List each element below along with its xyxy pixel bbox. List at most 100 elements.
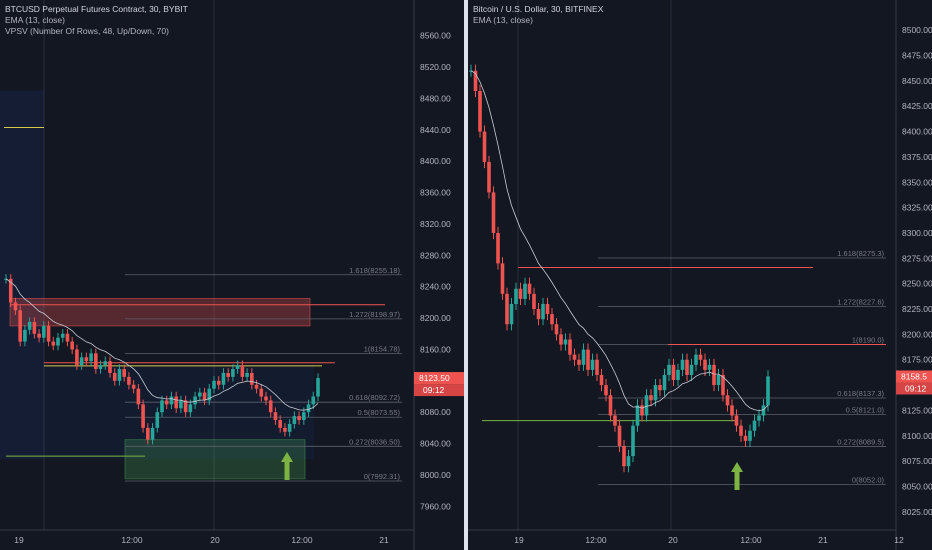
candle-body [231, 369, 235, 377]
left-vpsv-indicator[interactable]: VPSV (Number Of Rows, 48, Up/Down, 70) [5, 26, 169, 36]
x-tick-label: 21 [818, 535, 828, 545]
x-tick-label: 12:00 [585, 535, 607, 545]
candle-body [523, 283, 527, 299]
candle-body [131, 384, 136, 389]
candle-body [13, 302, 18, 311]
candle-body [473, 70, 478, 91]
right-ema-indicator[interactable]: EMA (13, close) [473, 15, 533, 25]
y-tick-label: 7960.00 [420, 501, 451, 511]
candle-body [563, 339, 568, 345]
candle-body [56, 337, 60, 346]
candle-body [509, 303, 514, 325]
candle-body [631, 425, 635, 457]
candle-body [245, 372, 249, 377]
y-tick-label: 8100.00 [902, 431, 932, 441]
candle-body [626, 456, 631, 467]
countdown-label: 09:12 [905, 383, 927, 393]
candle-body [559, 334, 563, 345]
candle-body [581, 349, 586, 365]
candle-body [127, 376, 131, 385]
candle-body [613, 415, 617, 426]
candle-body [27, 321, 32, 330]
candle-body [98, 365, 103, 370]
candle-body [60, 333, 65, 338]
left-chart-pane[interactable]: 8560.00 8520.00 8480.00 8440.00 8400.00 8360.… [0, 0, 464, 550]
y-tick-label: 8440.00 [420, 125, 451, 135]
candle-body [221, 372, 226, 385]
x-tick-label: 19 [514, 535, 524, 545]
candle-body [500, 263, 505, 294]
countdown-badge [896, 382, 932, 395]
pane-divider[interactable] [464, 0, 468, 550]
red-resistance-zone [9, 297, 311, 327]
candle-body [734, 415, 739, 426]
candle-body [46, 325, 51, 342]
candle-body [212, 380, 216, 389]
candle-body [32, 321, 37, 334]
y-tick-label: 8200.00 [420, 313, 451, 323]
x-tick-label: 20 [210, 535, 220, 545]
candle-body [160, 400, 164, 413]
candle-body [514, 288, 518, 304]
candle-body [527, 283, 532, 294]
candle-body [311, 396, 316, 405]
candle-body [79, 357, 84, 366]
x-tick-label: 20 [668, 535, 678, 545]
candle-body [316, 378, 320, 397]
left-chart-canvas[interactable]: 8560.00 8520.00 8480.00 8440.00 8400.00 8360.… [0, 0, 464, 550]
candle-body [757, 415, 761, 421]
x-tick-label: 12:00 [740, 535, 762, 545]
candle-body [198, 392, 202, 397]
candle-body [599, 374, 604, 386]
candle-body [586, 349, 590, 370]
candle-body [207, 388, 212, 401]
x-tick-label: 21 [379, 535, 389, 545]
ema-line [470, 70, 769, 412]
candle-body [202, 392, 207, 401]
right-chart-pane[interactable]: 8500.00 8475.00 8450.00 8425.00 8400.00 8375.… [468, 0, 932, 550]
fib-level-label: 1(8154.78) [364, 345, 401, 354]
candle-body [703, 359, 707, 370]
candle-body [94, 353, 98, 370]
candle-body [150, 427, 155, 440]
candle-body [491, 192, 496, 233]
countdown-label: 09:12 [423, 385, 445, 395]
candle-body [183, 400, 188, 413]
fib-level-label: 0.5(8073.55) [357, 408, 400, 417]
candle-body [302, 412, 306, 421]
candle-body [235, 365, 240, 370]
y-tick-label: 8400.00 [902, 127, 932, 137]
y-tick-label: 8325.00 [902, 203, 932, 213]
y-tick-label: 8025.00 [902, 507, 932, 517]
x-tick-label: 12 [894, 535, 904, 545]
candle-body [604, 385, 608, 396]
y-tick-label: 8175.00 [902, 355, 932, 365]
left-ema-indicator[interactable]: EMA (13, close) [5, 15, 65, 25]
fib-level-label: 0(7992.31) [364, 472, 401, 481]
candle-body [658, 385, 662, 391]
right-chart-canvas[interactable]: 8500.00 8475.00 8450.00 8425.00 8400.00 8375.… [468, 0, 932, 550]
y-tick-label: 8500.00 [902, 25, 932, 35]
candle-body [141, 404, 145, 428]
candle-body [268, 400, 273, 413]
candle-body [193, 396, 197, 405]
last-price-badge [896, 370, 932, 383]
candle-body [112, 372, 117, 381]
candle-body [707, 364, 712, 370]
candle-body [496, 232, 500, 264]
y-tick-label: 8375.00 [902, 152, 932, 162]
candle-body [577, 359, 581, 365]
fib-level-label: 1.618(8275.3) [837, 249, 884, 258]
candle-body [748, 430, 752, 441]
x-tick-label: 12:00 [121, 535, 143, 545]
candle-body [667, 364, 671, 375]
candle-body [739, 425, 743, 436]
candle-body [70, 341, 74, 350]
candle-body [478, 90, 482, 132]
candle-body [264, 396, 268, 401]
fib-level-label: 0(8052.0) [852, 475, 885, 484]
candle-body [103, 361, 108, 366]
candle-body [743, 435, 748, 441]
fib-level-label: 0.618(8137.3) [837, 389, 884, 398]
fib-level-label: 0.272(8089.5) [837, 437, 884, 446]
